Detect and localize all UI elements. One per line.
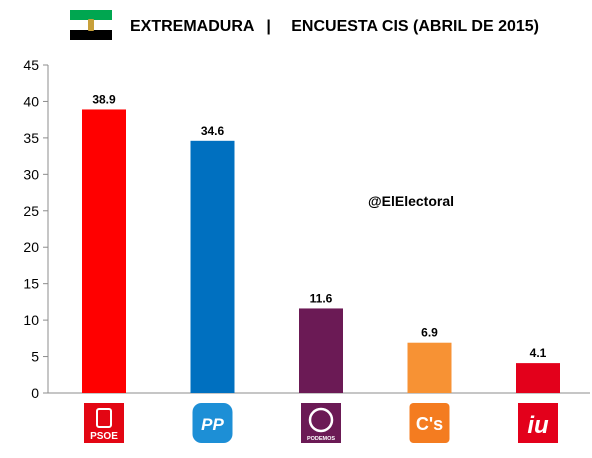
- y-tick-label: 35: [23, 130, 39, 146]
- flag-stripe-top: [70, 10, 112, 20]
- y-tick-label: 30: [23, 166, 39, 182]
- title-survey: ENCUESTA CIS (ABRIL DE 2015): [291, 18, 539, 35]
- iu-logo-text: iu: [527, 412, 549, 439]
- ciudadanos-logo-background: [409, 403, 450, 443]
- y-axis: 0 5 10 15 20 25 30 35 40 45: [23, 57, 590, 401]
- iu-logo: iu: [518, 403, 558, 443]
- bar-podemos: [299, 308, 343, 393]
- party-logos: PSOE PP PODEMOS C's iu: [84, 403, 558, 443]
- value-label: 4.1: [530, 346, 547, 360]
- value-label: 11.6: [310, 291, 333, 305]
- psoe-logo-text: PSOE: [90, 431, 118, 442]
- bar-pp: [190, 140, 235, 393]
- bar-iu: [516, 363, 560, 393]
- psoe-fist-rose-icon: [96, 408, 112, 428]
- flag-coat-of-arms-icon: [88, 19, 94, 31]
- value-label: 34.6: [201, 124, 225, 138]
- pp-logo-background: [192, 403, 233, 443]
- y-tick-label: 25: [23, 203, 39, 219]
- podemos-logo-text: PODEMOS: [307, 436, 335, 442]
- bar-psoe: [82, 109, 126, 393]
- y-tick-label: 45: [23, 57, 39, 73]
- psoe-logo: PSOE: [84, 403, 124, 443]
- y-tick-label: 40: [23, 93, 39, 109]
- y-tick-label: 10: [23, 312, 39, 328]
- chart-title: EXTREMADURA | ENCUESTA CIS (ABRIL DE 201…: [130, 18, 539, 36]
- extremadura-flag-icon: [70, 10, 112, 40]
- y-tick-label: 5: [31, 349, 39, 365]
- ciudadanos-logo-text: C's: [416, 414, 443, 434]
- ciudadanos-logo: C's: [409, 403, 450, 443]
- y-tick-label: 0: [31, 385, 39, 401]
- podemos-logo: PODEMOS: [301, 403, 341, 443]
- title-separator: |: [266, 18, 271, 35]
- y-tick-label: 15: [23, 276, 39, 292]
- pp-logo: PP: [192, 403, 233, 443]
- value-labels: 38.9 34.6 11.6 6.9 4.1: [92, 92, 546, 360]
- flag-stripe-bottom: [70, 30, 112, 40]
- bars: [82, 109, 560, 393]
- value-label: 38.9: [92, 92, 116, 106]
- pp-logo-text: PP: [201, 415, 224, 434]
- title-region: EXTREMADURA: [130, 18, 254, 35]
- value-label: 6.9: [421, 326, 438, 340]
- y-tick-label: 20: [23, 239, 39, 255]
- iu-logo-background: [518, 403, 558, 443]
- podemos-circles-icon: [308, 407, 334, 433]
- bar-cs: [407, 342, 452, 393]
- watermark: @ElElectoral: [368, 193, 454, 209]
